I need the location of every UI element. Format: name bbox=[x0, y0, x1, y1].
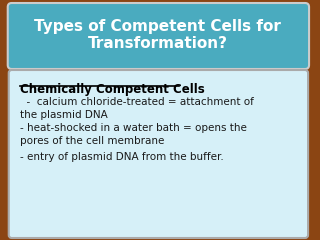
Text: the plasmid DNA: the plasmid DNA bbox=[20, 110, 108, 120]
Text: Types of Competent Cells for: Types of Competent Cells for bbox=[35, 18, 281, 34]
FancyBboxPatch shape bbox=[9, 70, 308, 238]
Text: pores of the cell membrane: pores of the cell membrane bbox=[20, 136, 164, 146]
Text: Chemically Competent Cells: Chemically Competent Cells bbox=[20, 83, 204, 96]
Text: - entry of plasmid DNA from the buffer.: - entry of plasmid DNA from the buffer. bbox=[20, 152, 223, 162]
Text: - heat-shocked in a water bath = opens the: - heat-shocked in a water bath = opens t… bbox=[20, 123, 246, 133]
FancyBboxPatch shape bbox=[8, 3, 309, 69]
Text: -  calcium chloride-treated = attachment of: - calcium chloride-treated = attachment … bbox=[20, 97, 253, 107]
Text: Transformation?: Transformation? bbox=[88, 36, 228, 52]
